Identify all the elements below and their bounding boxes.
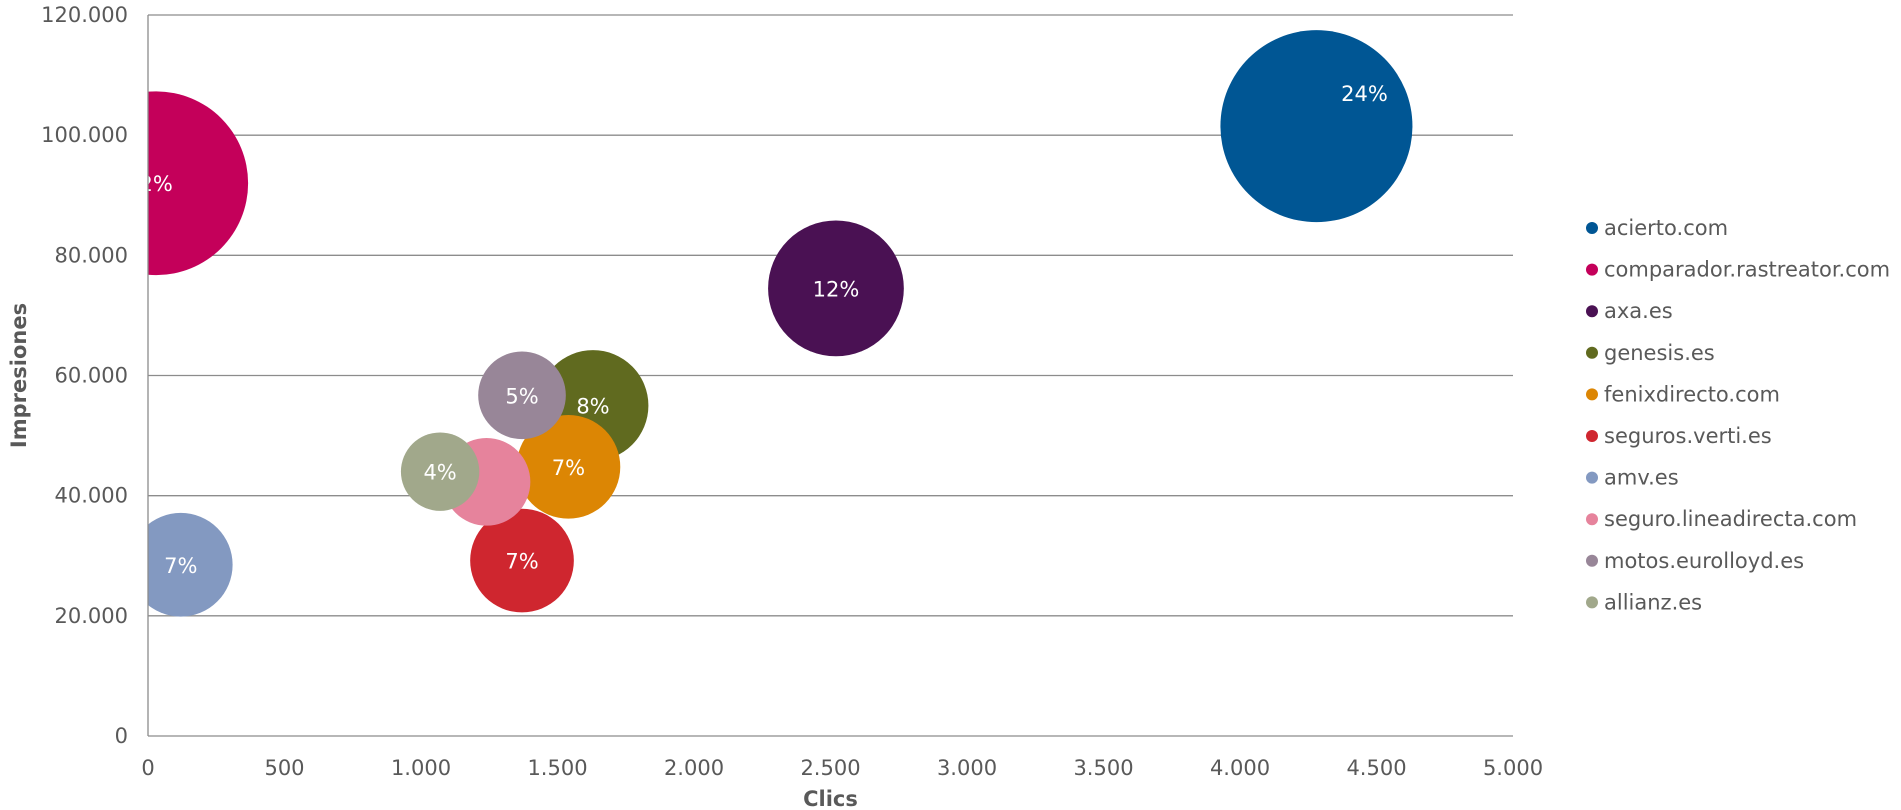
legend-marker: [1586, 513, 1598, 526]
bubble: [148, 512, 233, 617]
legend-label: acierto.com: [1604, 216, 1728, 240]
bubble: [478, 351, 566, 440]
bubble: [1220, 30, 1413, 223]
legend-label: allianz.es: [1604, 590, 1702, 614]
bubble-data-label: 4%: [423, 461, 456, 485]
bubbles: 24% 2% 12% 8% 7% 7% 7% 5% 4%: [140, 30, 1413, 617]
x-tick-label: 4.000: [1210, 756, 1270, 780]
legend-label: motos.eurolloyd.es: [1604, 549, 1804, 573]
y-tick-label: 120.000: [41, 3, 128, 27]
y-tick-label: 40.000: [55, 484, 128, 508]
bubble: [768, 220, 904, 357]
bubble-data-label: 2%: [140, 172, 173, 196]
y-axis-title: Impresiones: [7, 303, 31, 448]
legend-marker: [1586, 305, 1598, 318]
bubble: [400, 432, 480, 511]
x-tick-label: 4.500: [1346, 756, 1406, 780]
y-tick-label: 100.000: [41, 123, 128, 147]
axes: 0 20.000 40.000 60.000 80.000 100.000 120.000 0…: [7, 3, 1543, 810]
x-tick-label: 500: [264, 756, 304, 780]
gridlines: [148, 14, 1513, 617]
x-axis-title: Clics: [803, 787, 858, 810]
legend-label: seguros.verti.es: [1604, 424, 1772, 448]
bubble-data-label: 7%: [552, 456, 585, 480]
legend-label: comparador.rastreator.com: [1604, 258, 1890, 282]
bubble-data-label: 7%: [505, 550, 538, 574]
y-tick-label: 80.000: [55, 243, 128, 267]
bubble-data-label: 24%: [1341, 82, 1388, 106]
bubble-data-label: 8%: [576, 395, 609, 419]
x-tick-label: 2.000: [664, 756, 724, 780]
bubble: [470, 508, 574, 613]
y-tick-label: 20.000: [55, 604, 128, 628]
legend: acierto.com comparador.rastreator.com axa.…: [1586, 216, 1890, 614]
x-tick-label: 1.500: [527, 756, 587, 780]
legend-label: fenixdirecto.com: [1604, 382, 1780, 406]
legend-label: axa.es: [1604, 299, 1673, 323]
x-tick-label: 2.500: [800, 756, 860, 780]
x-tick-label: 5.000: [1483, 756, 1543, 780]
legend-label: amv.es: [1604, 466, 1679, 490]
legend-marker: [1586, 430, 1598, 442]
legend-marker: [1586, 471, 1598, 484]
bubble-data-label: 12%: [813, 277, 860, 301]
legend-marker: [1586, 388, 1598, 401]
y-tick-label: 0: [115, 724, 128, 748]
bubble: [148, 91, 249, 276]
bubble-data-label: 5%: [505, 384, 538, 408]
legend-marker: [1586, 263, 1598, 276]
y-tick-label: 60.000: [55, 364, 128, 388]
x-tick-label: 1.000: [391, 756, 451, 780]
bubble-data-label: 7%: [164, 554, 197, 578]
x-tick-label: 3.000: [937, 756, 997, 780]
x-tick-label: 0: [141, 756, 154, 780]
legend-marker: [1586, 596, 1598, 609]
legend-label: seguro.lineadirecta.com: [1604, 507, 1857, 531]
legend-marker: [1586, 222, 1598, 234]
legend-marker: [1586, 554, 1598, 567]
x-tick-label: 3.500: [1073, 756, 1133, 780]
bubble: [516, 414, 621, 519]
legend-label: genesis.es: [1604, 341, 1715, 365]
legend-marker: [1586, 346, 1598, 359]
